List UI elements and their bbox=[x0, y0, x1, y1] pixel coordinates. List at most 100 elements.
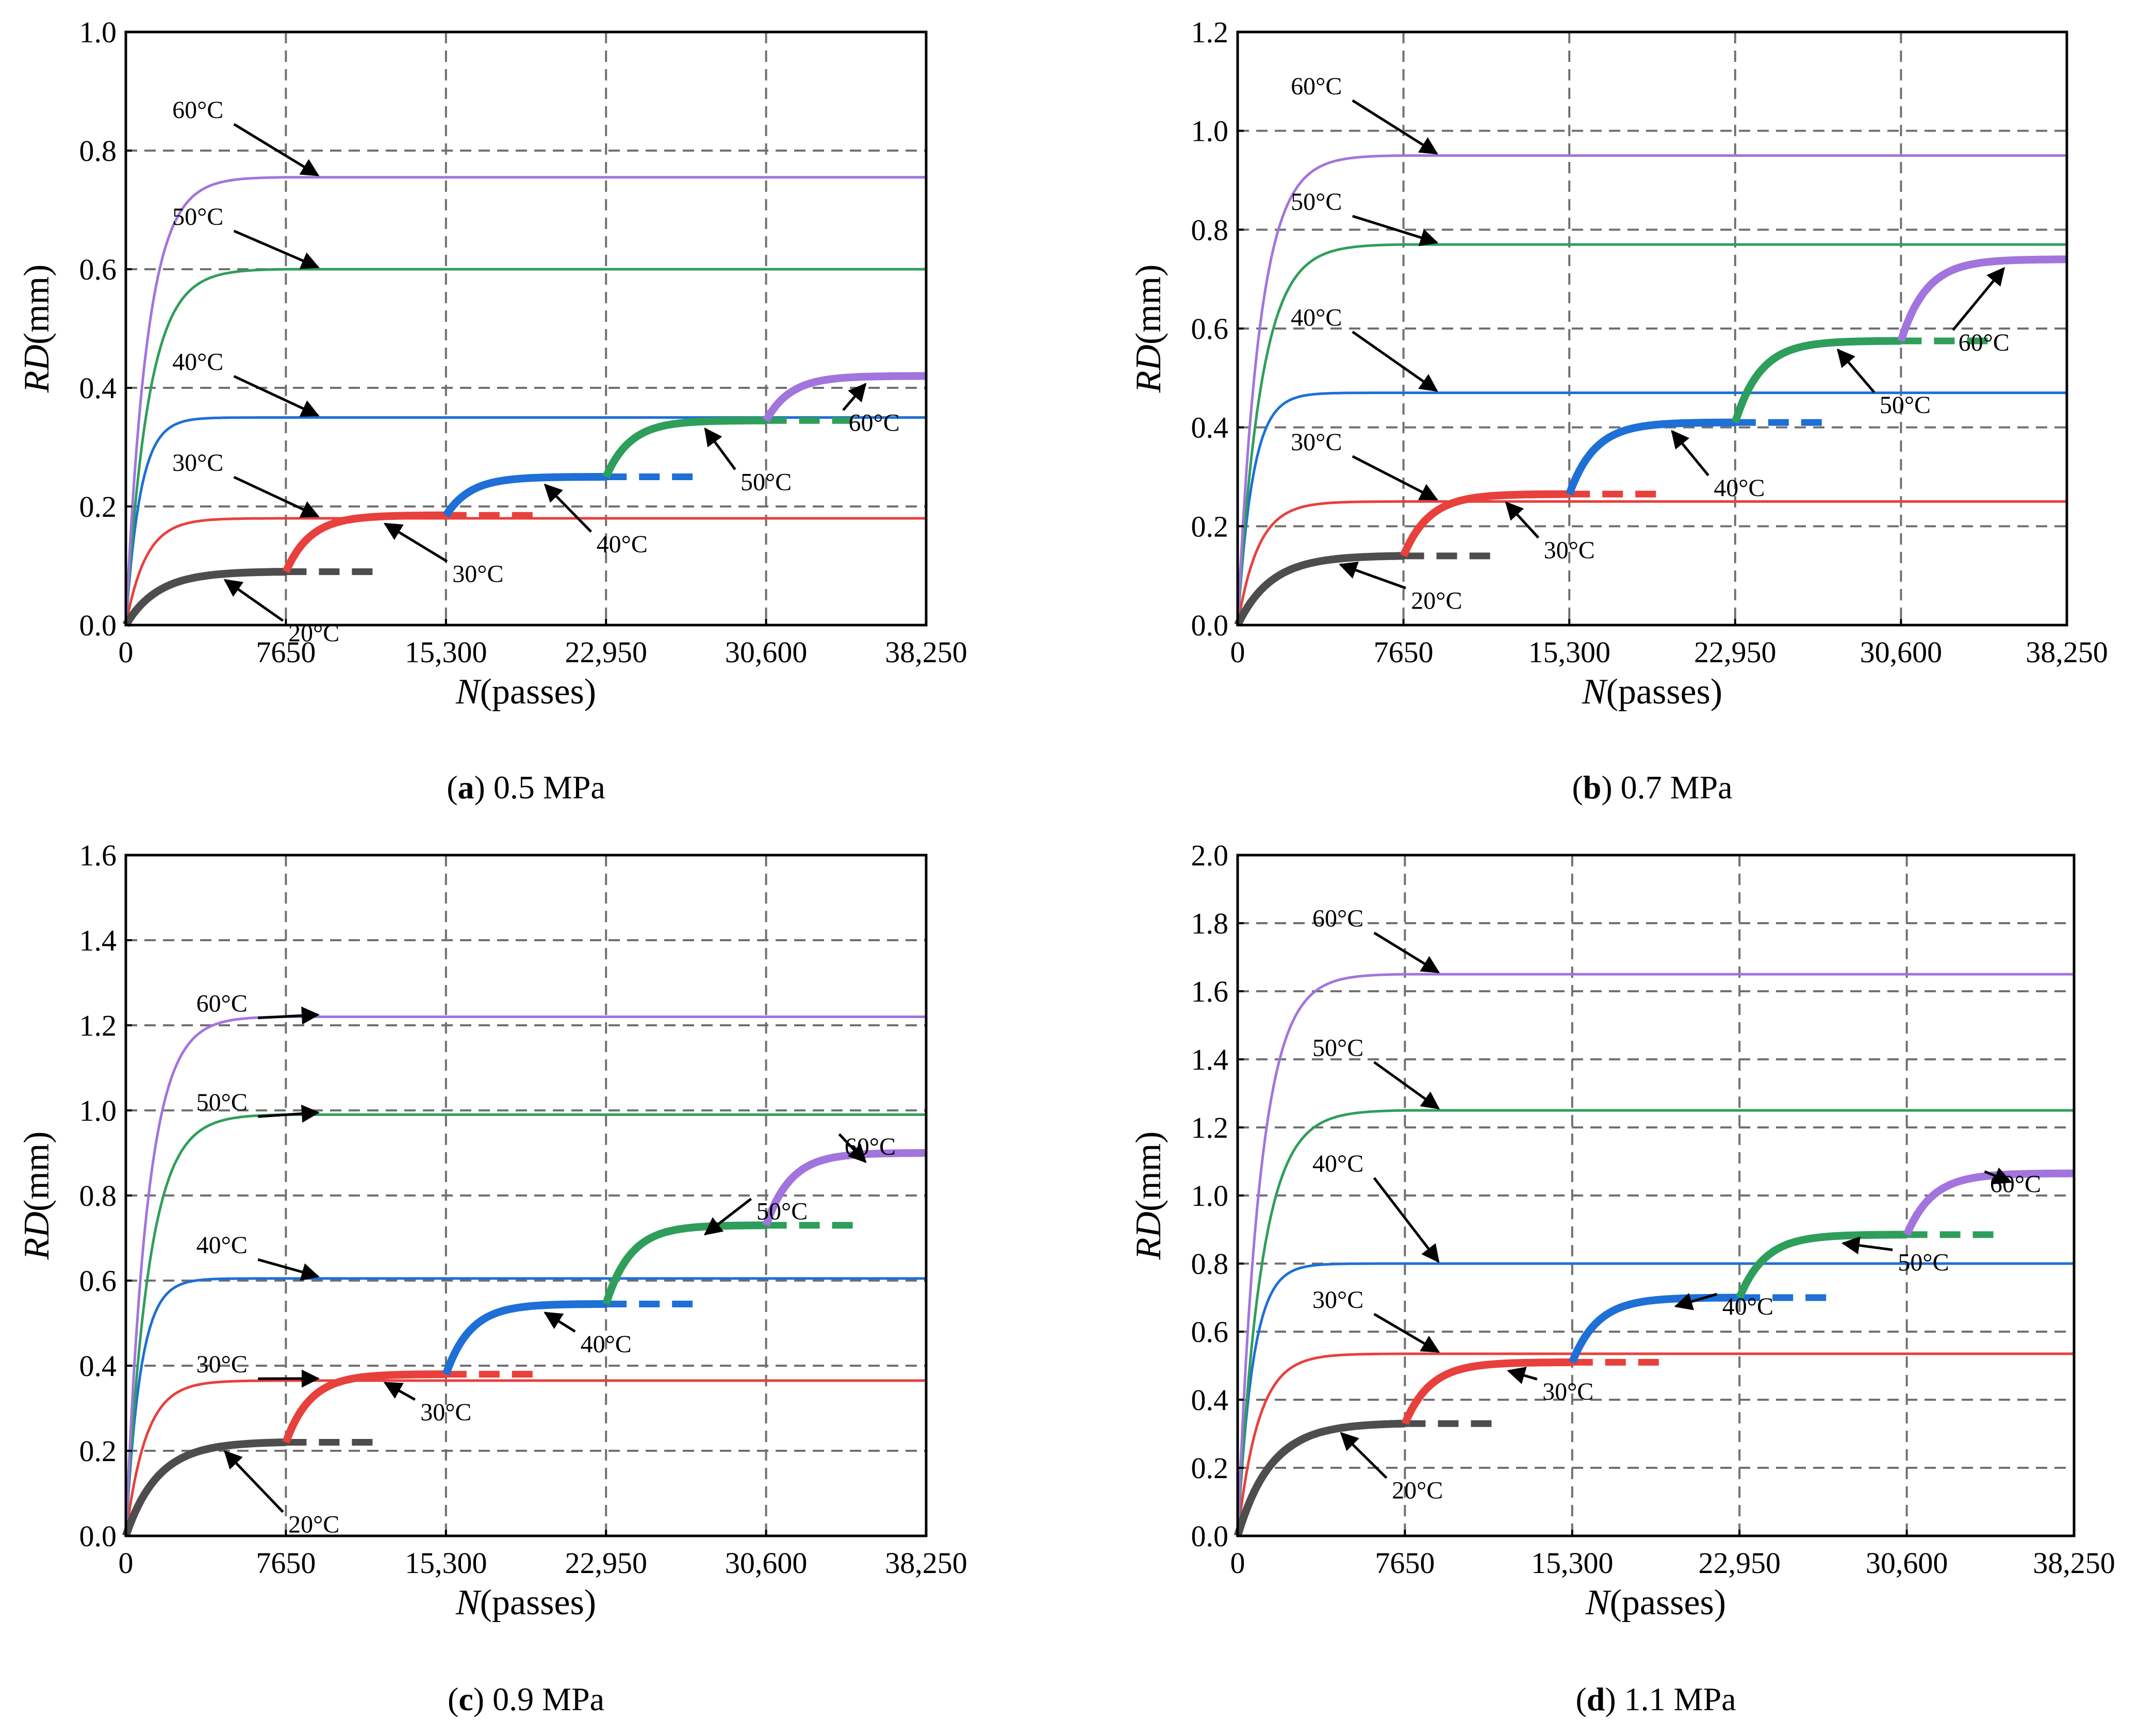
x-axis-label: N(passes) bbox=[1582, 672, 1722, 712]
constant-60c-arrow bbox=[1352, 99, 1438, 155]
constant-40c-label: 40°C bbox=[172, 349, 223, 376]
constant-30c-label: 30°C bbox=[1312, 1286, 1363, 1314]
x-axis-label: N(passes) bbox=[455, 1583, 596, 1623]
constant-50c-arrow bbox=[258, 1104, 320, 1123]
variable-30c-label: 30°C bbox=[452, 561, 503, 588]
constant-50c-line bbox=[1236, 243, 2067, 626]
constant-60c-line bbox=[124, 176, 926, 626]
variable-20c-arrow bbox=[223, 579, 284, 622]
variable-30c-segment bbox=[282, 511, 446, 574]
grid bbox=[1238, 855, 2074, 1536]
y-axis-label: RD(mm) bbox=[1129, 265, 1169, 394]
x-tick-label: 7650 bbox=[256, 635, 316, 669]
y-tick-label: 0.6 bbox=[79, 253, 117, 286]
constant-30c-label: 30°C bbox=[1291, 429, 1342, 456]
variable-60c-segment bbox=[762, 1149, 926, 1227]
x-tick-label: 38,250 bbox=[885, 635, 967, 669]
constant-30c-line bbox=[124, 517, 926, 626]
variable-60c-segment bbox=[1897, 255, 2067, 342]
y-tick-label: 1.4 bbox=[79, 924, 117, 957]
constant-40c-label: 40°C bbox=[1291, 304, 1342, 331]
variable-40c-arrow bbox=[544, 1312, 576, 1333]
variable-40c-label: 40°C bbox=[597, 531, 648, 558]
constant-30c-arrow bbox=[1373, 1313, 1440, 1353]
variable-50c-arrow bbox=[703, 1198, 752, 1236]
y-tick-label: 0.0 bbox=[79, 1519, 117, 1553]
constant-50c-line bbox=[124, 268, 926, 626]
grid bbox=[126, 855, 926, 1536]
variable-60c-arrow bbox=[842, 383, 867, 411]
variable-30c-label: 30°C bbox=[1544, 537, 1595, 564]
y-tick-label: 1.6 bbox=[79, 839, 117, 872]
constant-40c-label: 40°C bbox=[1312, 1150, 1363, 1177]
variable-60c-label: 60°C bbox=[849, 409, 900, 436]
y-tick-label: 0.6 bbox=[79, 1264, 117, 1298]
x-tick-label: 0 bbox=[1230, 635, 1245, 669]
x-axis-label: N(passes) bbox=[1585, 1583, 1726, 1623]
x-tick-label: 22,950 bbox=[565, 635, 647, 669]
variable-60c-arrow bbox=[838, 1133, 867, 1164]
constant-30c-arrow bbox=[233, 476, 320, 518]
x-tick-label: 38,250 bbox=[885, 1546, 967, 1580]
variable-40c-label: 40°C bbox=[1714, 474, 1765, 502]
constant-60c-arrow bbox=[233, 123, 320, 176]
x-tick-label: 22,950 bbox=[1698, 1546, 1781, 1580]
constant-60c-line bbox=[1236, 973, 2074, 1536]
y-tick-label: 0.6 bbox=[1191, 1315, 1229, 1349]
constant-50c-line bbox=[1236, 1109, 2074, 1536]
variable-20c-arrow bbox=[1340, 1432, 1388, 1479]
variable-50c-label: 50°C bbox=[756, 1198, 808, 1225]
constant-30c-arrow bbox=[1352, 455, 1439, 501]
variable-50c-arrow bbox=[704, 427, 736, 470]
x-tick-label: 38,250 bbox=[2026, 635, 2108, 669]
y-tick-label: 1.4 bbox=[1191, 1043, 1229, 1076]
variable-30c-label: 30°C bbox=[420, 1399, 471, 1426]
variable-50c-label: 50°C bbox=[741, 468, 792, 496]
x-tick-label: 38,250 bbox=[2033, 1546, 2115, 1580]
variable-20c-label: 20°C bbox=[288, 1511, 339, 1538]
y-tick-label: 2.0 bbox=[1191, 839, 1229, 872]
constant-50c-arrow bbox=[233, 230, 320, 269]
y-tick-label: 0.4 bbox=[79, 371, 117, 405]
variable-20c-segment bbox=[1234, 1419, 1405, 1537]
variable-30c-segment bbox=[1400, 490, 1570, 558]
variable-60c-arrow bbox=[1952, 267, 2005, 331]
variable-50c-label: 50°C bbox=[1880, 391, 1931, 419]
panel-a: 0.0 0.2 0.4 0.6 0.8 1.0 0 7650 15,300 22,950 30,60… bbox=[17, 15, 967, 806]
constant-40c-line bbox=[1236, 1262, 2074, 1536]
variable-20c-arrow bbox=[224, 1450, 284, 1513]
variable-50c-label: 50°C bbox=[1898, 1249, 1949, 1276]
constant-60c-label: 60°C bbox=[1291, 73, 1342, 100]
constant-40c-line bbox=[1236, 391, 2067, 626]
y-tick-label: 0.4 bbox=[1191, 411, 1229, 445]
y-tick-label: 1.2 bbox=[79, 1009, 117, 1042]
x-tick-label: 15,300 bbox=[1528, 635, 1610, 669]
y-tick-label: 0.2 bbox=[79, 1434, 117, 1468]
y-tick-label: 0.0 bbox=[1191, 1519, 1229, 1553]
panel-caption: (d) 1.1 MPa bbox=[1575, 1681, 1736, 1717]
constant-50c-label: 50°C bbox=[196, 1089, 248, 1116]
variable-40c-arrow bbox=[1671, 430, 1709, 477]
variable-50c-arrow bbox=[1841, 1236, 1893, 1255]
constant-60c-arrow bbox=[1373, 931, 1440, 974]
y-tick-label: 0.2 bbox=[1191, 1451, 1229, 1485]
variable-40c-segment bbox=[1566, 418, 1735, 496]
constant-50c-label: 50°C bbox=[1312, 1034, 1363, 1061]
constant-50c-label: 50°C bbox=[172, 203, 223, 231]
constant-50c-arrow bbox=[1373, 1061, 1440, 1110]
constant-40c-line bbox=[124, 1277, 926, 1536]
constant-50c-label: 50°C bbox=[1291, 188, 1342, 216]
variable-20c-label: 20°C bbox=[1392, 1477, 1443, 1504]
y-tick-label: 1.0 bbox=[79, 1094, 117, 1127]
panel-c: 0.0 0.2 0.4 0.6 0.8 1.0 1.2 1.4 1.6 0 7650 15,300 22… bbox=[17, 839, 967, 1717]
constant-60c-label: 60°C bbox=[196, 990, 248, 1018]
constant-60c-label: 60°C bbox=[172, 96, 223, 124]
x-tick-label: 15,300 bbox=[1531, 1546, 1614, 1580]
y-tick-label: 1.2 bbox=[1191, 1111, 1229, 1144]
y-tick-label: 1.0 bbox=[1191, 114, 1229, 148]
variable-40c-arrow bbox=[544, 483, 593, 533]
variable-50c-segment bbox=[1736, 1231, 1907, 1299]
variable-40c-arrow bbox=[1674, 1292, 1718, 1311]
variable-20c-segment bbox=[122, 1438, 286, 1537]
y-tick-label: 1.2 bbox=[1191, 15, 1229, 49]
